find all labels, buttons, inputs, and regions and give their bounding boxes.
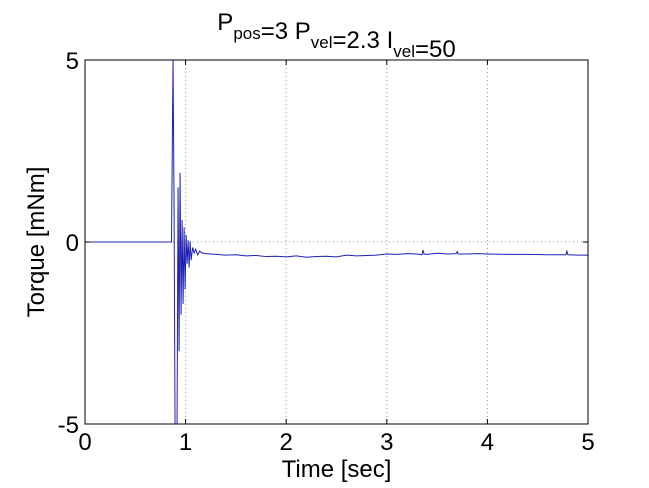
grid [85,60,588,424]
x-tick-label: 2 [280,429,293,456]
title-subscript: vel [311,33,333,52]
y-tick-label: 5 [66,48,79,75]
title-part: =3 P [261,18,311,45]
title-part: P [217,9,233,36]
title-part: =50 [415,36,456,63]
axes [84,59,589,425]
title-subscript: pos [233,24,260,43]
y-axis-label: Torque [mNm] [23,167,50,318]
x-tick-label: 3 [380,429,393,456]
plot-area [85,60,588,424]
y-tick-label: 0 [66,230,79,257]
series-line-torque [85,60,588,424]
x-tick-label: 5 [581,429,594,456]
chart-title: Ppos=3 Pvel=2.3 Ivel=50 [217,9,455,63]
x-tick-label: 0 [78,429,91,456]
y-tick-label: -5 [58,412,79,439]
title-subscript: vel [393,42,415,61]
x-axis-label: Time [sec] [282,456,392,483]
x-tick-label: 4 [481,429,494,456]
x-tick-label: 1 [179,429,192,456]
title-part: =2.3 I [333,27,394,54]
